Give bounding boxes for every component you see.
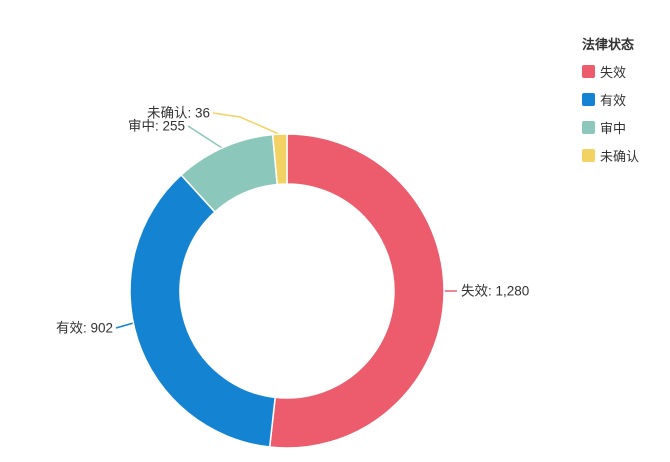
legend-item-label: 审中	[600, 120, 627, 136]
pie-slice-1[interactable]	[129, 174, 276, 448]
legend-item-3[interactable]: 未确认	[582, 141, 639, 169]
legend-item-label: 未确认	[600, 148, 640, 164]
legend-item-label: 失效	[600, 64, 627, 80]
label-leader-line-3	[212, 112, 280, 135]
legend-swatch-icon	[582, 64, 595, 78]
legend-items: 失效 有效 审中 未确认	[582, 57, 639, 169]
slice-label-3: 未确认: 36	[147, 106, 210, 121]
legend-item-0[interactable]: 失效	[582, 57, 639, 85]
slice-label-1: 有效: 902	[56, 321, 113, 336]
legend-swatch-icon	[582, 92, 595, 106]
legend-item-1[interactable]: 有效	[582, 85, 639, 113]
legend-swatch-icon	[582, 120, 595, 134]
legend: 法律状态 失效有效审中未确认	[582, 34, 639, 169]
legend-title: 法律状态	[582, 37, 635, 52]
pie-slice-0[interactable]	[268, 133, 445, 449]
slice-label-2: 审中: 255	[128, 119, 185, 134]
legend-swatch-icon	[582, 148, 595, 162]
pie-slice-3[interactable]	[271, 133, 288, 186]
legend-item-label: 有效	[600, 92, 627, 108]
legend-item-2[interactable]: 审中	[582, 113, 639, 141]
slice-label-0: 失效: 1,280	[461, 284, 529, 299]
